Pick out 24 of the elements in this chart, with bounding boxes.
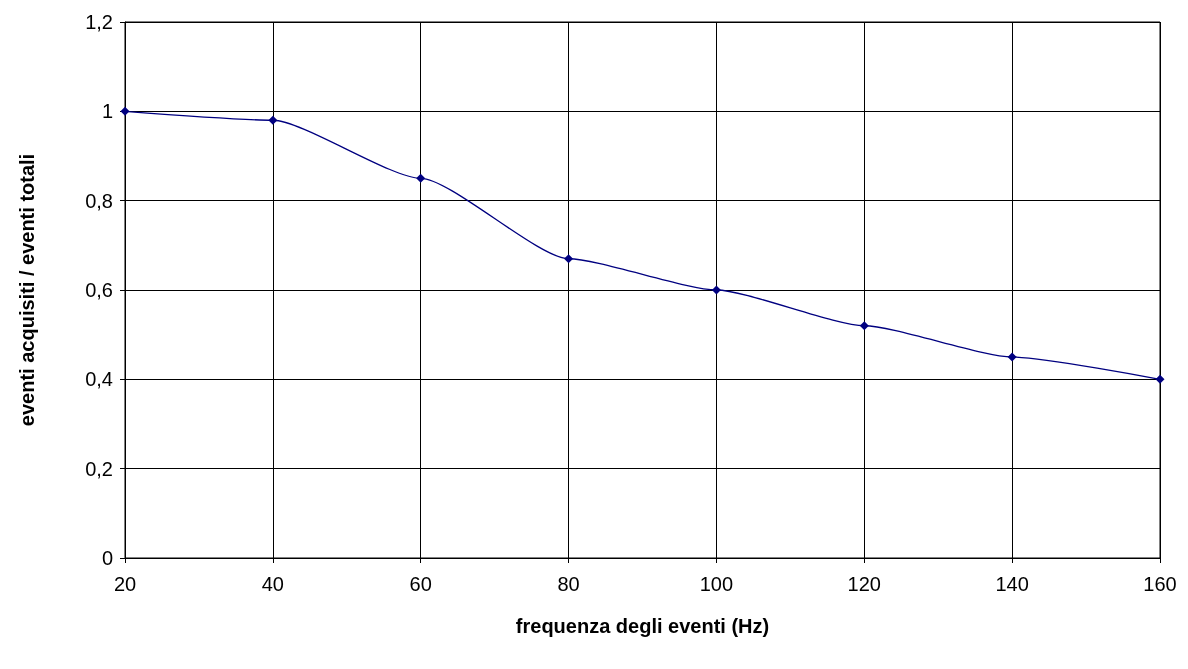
y-axis-title: eventi acquisiti / eventi totali <box>16 153 38 427</box>
point <box>711 285 721 295</box>
y-tick-label: 1 <box>101 100 113 123</box>
point <box>268 115 278 125</box>
point <box>1155 374 1165 384</box>
x-tick-label: 120 <box>847 573 881 595</box>
x-tick-label: 140 <box>995 573 1029 595</box>
point <box>859 321 869 331</box>
point <box>416 173 426 183</box>
x-tick-label: 80 <box>557 573 580 595</box>
x-axis-title: frequenza degli eventi (Hz) <box>515 615 770 637</box>
y-tick-label: 0,2 <box>85 457 113 480</box>
y-tick-label: 0,8 <box>85 189 113 212</box>
point <box>1007 352 1017 362</box>
y-tick-label: 0,4 <box>85 368 113 391</box>
y-tick-label: 1,2 <box>85 11 113 33</box>
x-tick-label: 60 <box>409 573 432 595</box>
point <box>564 254 574 264</box>
x-tick-label: 40 <box>261 573 284 595</box>
x-tick-label: 160 <box>1143 573 1177 595</box>
y-tick-label: 0,6 <box>85 279 113 301</box>
x-tick-label: 100 <box>699 573 734 595</box>
y-tick-label: 0 <box>101 547 113 569</box>
x-tick-label: 20 <box>113 573 137 595</box>
